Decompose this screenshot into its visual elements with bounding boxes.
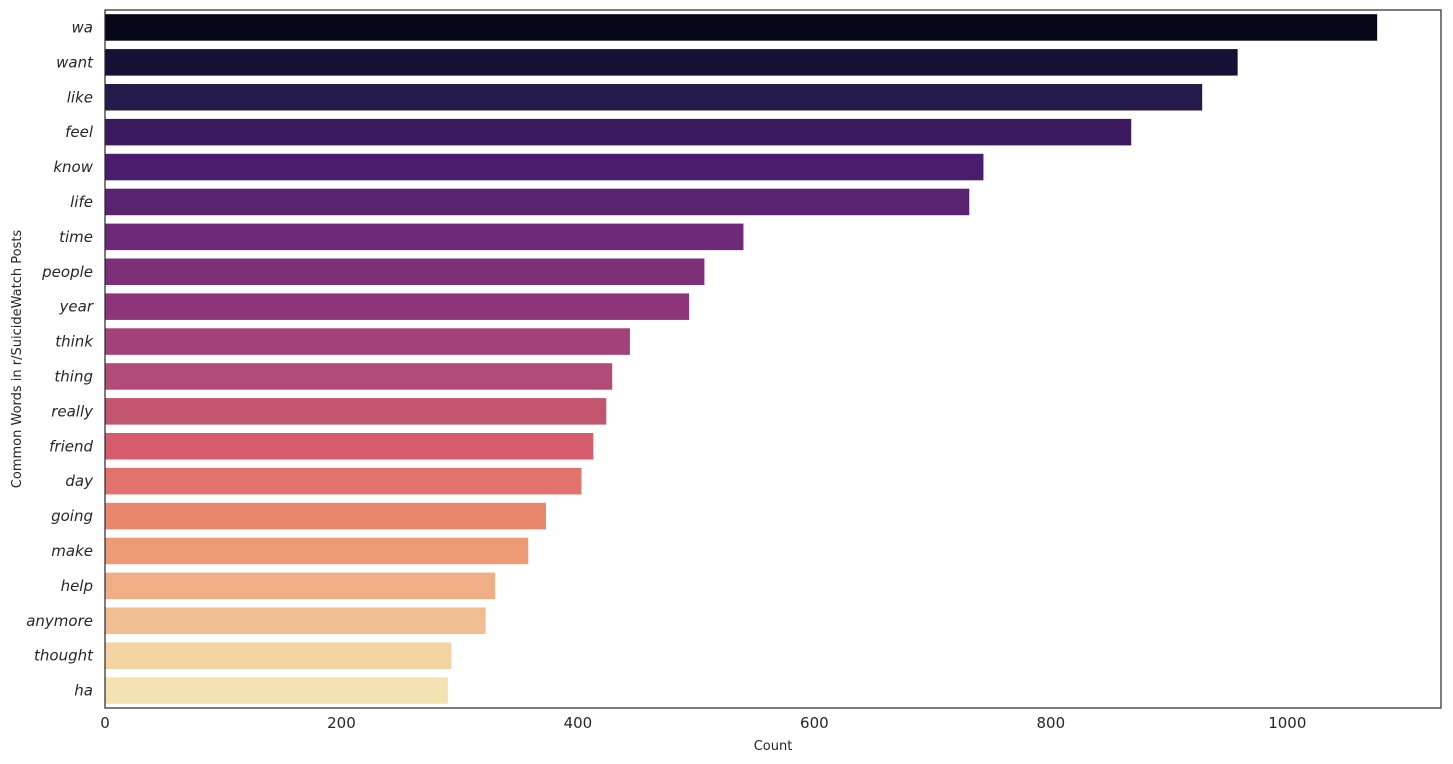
bar-really (105, 398, 607, 425)
bar-ha (105, 677, 448, 704)
bar-thought (105, 642, 452, 669)
bar-think (105, 328, 630, 355)
category-label-like: like (67, 88, 93, 106)
bar-anymore (105, 607, 486, 635)
x-tick-label: 800 (1037, 714, 1066, 732)
bar-feel (105, 118, 1132, 146)
category-label-know: know (53, 158, 93, 176)
category-label-thought: thought (34, 647, 94, 665)
category-label-want: want (56, 53, 94, 71)
x-axis-label: Count (754, 739, 793, 754)
category-label-wa: wa (72, 18, 93, 36)
category-label-life: life (70, 193, 93, 211)
category-label-think: think (55, 333, 94, 351)
category-label-people: people (41, 263, 93, 281)
category-label-make: make (51, 542, 93, 560)
x-tick-label: 0 (100, 714, 110, 732)
category-label-really: really (51, 402, 94, 420)
bar-wa (105, 14, 1378, 41)
bar-day (105, 467, 582, 495)
category-label-ha: ha (74, 682, 93, 700)
x-tick-label: 1000 (1268, 714, 1306, 732)
category-label-help: help (61, 577, 93, 595)
bars-group (105, 14, 1378, 704)
category-label-anymore: anymore (26, 612, 93, 630)
category-label-day: day (65, 472, 94, 490)
category-label-friend: friend (49, 437, 93, 455)
bar-going (105, 502, 546, 530)
category-label-feel: feel (65, 123, 94, 141)
bar-make (105, 537, 529, 565)
x-axis-ticks: 0 200 400 600 800 1000 (100, 714, 1306, 732)
bar-friend (105, 432, 594, 460)
bar-like (105, 83, 1203, 111)
plot-frame (104, 9, 1442, 709)
bar-help (105, 572, 496, 600)
bar-want (105, 49, 1238, 76)
bar-life (105, 188, 970, 216)
bar-know (105, 153, 984, 181)
bar-thing (105, 363, 613, 390)
x-tick-label: 400 (564, 714, 593, 732)
bar-people (105, 258, 705, 286)
bar-time (105, 223, 744, 251)
y-axis-label: Common Words in r/SuicideWatch Posts (10, 230, 25, 489)
x-tick-label: 200 (327, 714, 356, 732)
x-tick-label: 600 (800, 714, 829, 732)
bar-year (105, 293, 690, 320)
category-label-time: time (59, 228, 93, 246)
category-label-year: year (59, 298, 94, 316)
category-labels: wa want like feel know life time people year thin… (26, 18, 94, 699)
category-label-thing: thing (54, 367, 93, 385)
category-label-going: going (51, 507, 93, 525)
